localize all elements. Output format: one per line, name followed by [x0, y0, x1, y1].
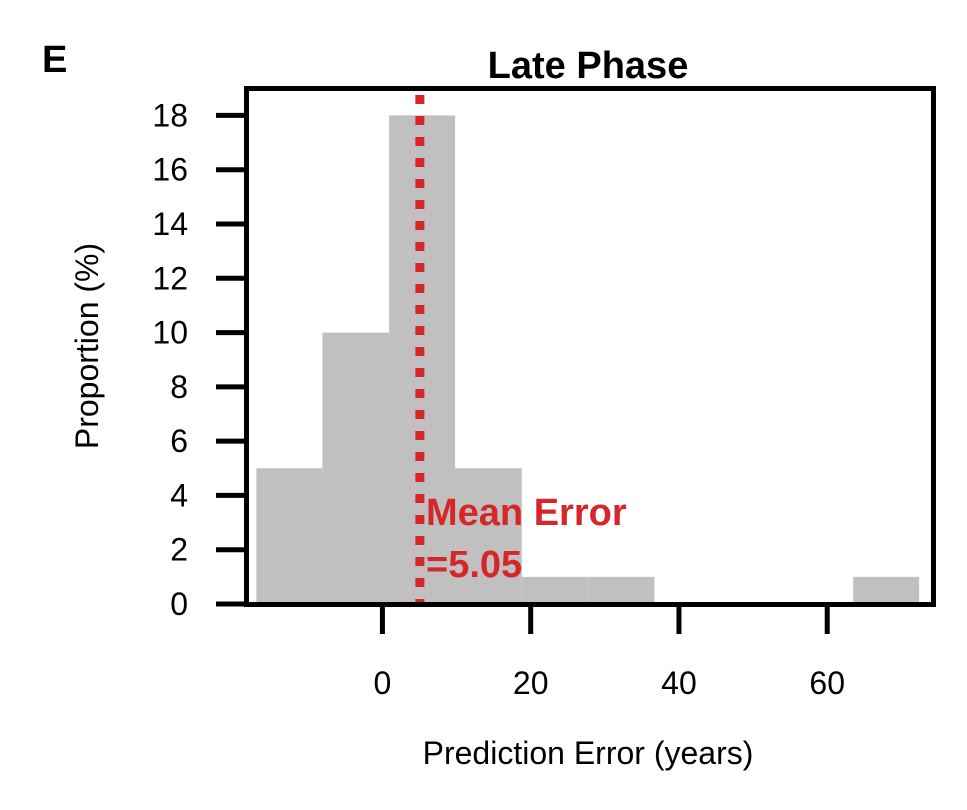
x-tick-label: 60: [809, 665, 845, 701]
y-tick-label: 6: [170, 423, 188, 459]
y-tick-label: 2: [170, 532, 188, 568]
x-axis-label: Prediction Error (years): [423, 735, 754, 771]
mean-error-label-line2: =5.05: [426, 544, 522, 586]
histogram-bar: [587, 576, 655, 604]
y-axis-label: Proportion (%): [69, 243, 105, 449]
y-tick-label: 12: [152, 260, 188, 296]
histogram-bar: [853, 576, 920, 604]
y-tick-label: 0: [170, 586, 188, 622]
y-tick-label: 16: [152, 152, 188, 188]
x-tick-label: 20: [513, 665, 549, 701]
histogram-bar: [322, 332, 390, 604]
x-tick-label: 40: [661, 665, 697, 701]
histogram-bar: [521, 576, 588, 604]
y-tick-label: 4: [170, 477, 188, 513]
y-tick-label: 8: [170, 369, 188, 405]
y-axis: 0 2 4 6 8 10 12 14 16 18: [152, 97, 246, 622]
bars-layer: [256, 115, 920, 604]
plot-frame: [244, 86, 936, 607]
histogram-bar: [256, 468, 323, 604]
panel-letter: E: [42, 39, 67, 81]
y-tick-label: 10: [152, 315, 188, 351]
chart-title: Late Phase: [488, 45, 689, 87]
histogram-bar: [455, 468, 522, 604]
y-tick-label: 18: [152, 97, 188, 133]
y-tick-label: 14: [152, 206, 188, 242]
x-tick-label: 0: [374, 665, 392, 701]
x-axis: 0 20 40 60: [374, 604, 845, 701]
mean-error-label-line1: Mean Error: [426, 492, 627, 534]
